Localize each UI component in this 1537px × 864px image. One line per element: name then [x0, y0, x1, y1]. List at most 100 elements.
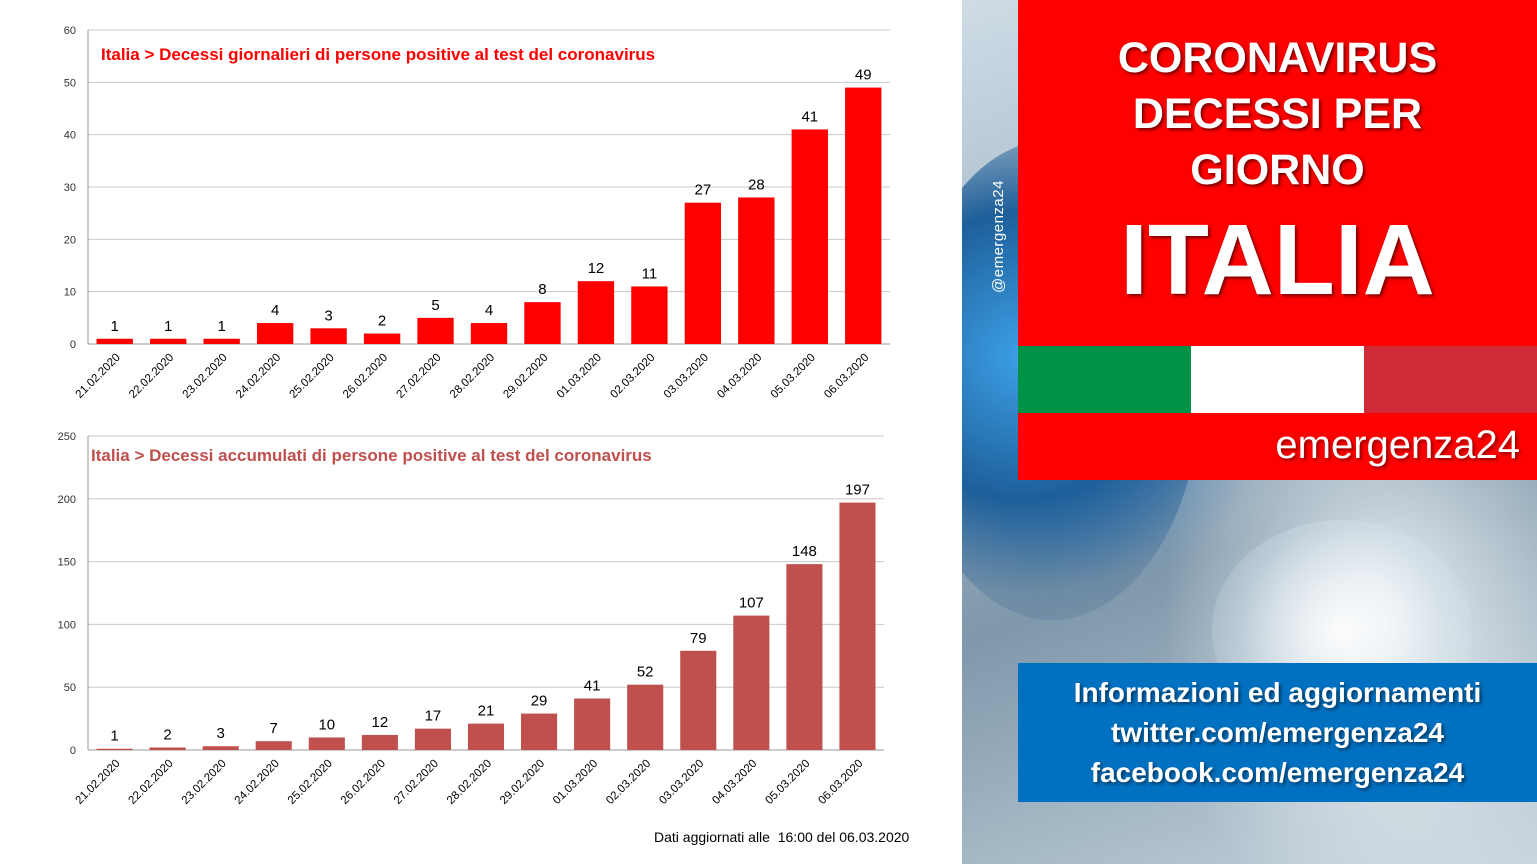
data-label: 107: [739, 595, 764, 612]
y-tick-label: 200: [58, 494, 76, 506]
y-tick-label: 100: [58, 619, 76, 631]
bar: [524, 302, 561, 344]
chart-title: Italia > Decessi giornalieri di persone …: [101, 45, 655, 64]
data-label: 49: [855, 67, 872, 84]
bar: [845, 87, 882, 345]
y-tick-label: 30: [64, 182, 76, 194]
data-label: 21: [478, 703, 495, 720]
data-label: 5: [431, 297, 439, 314]
x-tick-label: 27.02.2020: [392, 758, 441, 807]
bar: [733, 615, 770, 750]
bar: [414, 728, 451, 750]
data-label: 3: [216, 725, 224, 742]
data-label: 41: [584, 678, 601, 695]
data-label: 8: [538, 281, 546, 298]
y-tick-label: 50: [64, 77, 76, 89]
bar: [574, 698, 611, 750]
bar: [256, 323, 294, 344]
bar: [627, 684, 664, 750]
data-label: 12: [588, 260, 605, 277]
bar: [738, 197, 775, 344]
brand-name: emergenza24: [1275, 423, 1520, 467]
twitter-handle: @emergenza24: [990, 180, 1007, 293]
x-tick-label: 06.03.2020: [816, 758, 865, 807]
charts-area: Italia > Decessi giornalieri di persone …: [57, 25, 910, 845]
data-label: 1: [164, 318, 172, 335]
y-tick-label: 150: [58, 557, 76, 569]
x-tick-label: 21.02.2020: [73, 758, 122, 807]
data-label: 28: [748, 176, 765, 193]
x-tick-label: 23.02.2020: [180, 758, 229, 807]
data-label: 1: [110, 728, 118, 745]
headline-panel: CORONAVIRUS DECESSI PER GIORNO ITALIA: [1018, 0, 1537, 346]
flag-red-stripe: [1364, 346, 1537, 413]
headline-line-1: CORONAVIRUS: [1117, 34, 1438, 82]
x-tick-label: 29.02.2020: [498, 758, 547, 807]
bar: [680, 650, 717, 750]
chart-title: Italia > Decessi accumulati di persone p…: [91, 446, 652, 465]
bar: [467, 723, 505, 750]
bar: [361, 734, 398, 750]
headline-line-3: GIORNO: [1190, 146, 1365, 194]
bar: [96, 338, 133, 344]
info-line-1: Informazioni ed aggiornamenti: [1073, 677, 1482, 708]
data-label: 7: [270, 720, 278, 737]
y-tick-label: 0: [70, 339, 76, 351]
bar: [684, 202, 722, 344]
data-label: 52: [637, 664, 654, 681]
bar: [255, 741, 292, 750]
x-tick-label: 22.02.2020: [127, 758, 176, 807]
data-label: 4: [485, 302, 493, 319]
data-label: 12: [372, 714, 389, 731]
bar: [310, 328, 347, 344]
cumulative-deaths-chart: Italia > Decessi accumulati di persone p…: [58, 431, 884, 807]
bar: [308, 737, 345, 750]
x-tick-label: 25.02.2020: [286, 758, 335, 807]
y-tick-label: 10: [64, 287, 76, 299]
headline-line-2: DECESSI PER: [1132, 90, 1423, 138]
x-tick-label: 02.03.2020: [604, 758, 653, 807]
x-tick-label: 26.02.2020: [339, 758, 388, 807]
footnote: Dati aggiornati alle 16:00 del 06.03.202…: [654, 829, 910, 845]
y-tick-label: 0: [70, 745, 76, 757]
data-label: 41: [801, 108, 818, 125]
bar: [791, 129, 828, 344]
x-tick-label: 24.02.2020: [233, 758, 282, 807]
data-label: 1: [217, 318, 225, 335]
data-label: 2: [163, 726, 171, 743]
data-label: 1: [111, 318, 119, 335]
bar: [363, 333, 401, 344]
y-tick-label: 50: [64, 682, 76, 694]
bar: [786, 564, 823, 750]
headline-country: ITALIA: [1120, 204, 1435, 316]
data-label: 148: [792, 543, 817, 560]
italian-flag: [1018, 346, 1537, 413]
y-tick-label: 20: [64, 234, 76, 246]
brand-bar: emergenza24: [1018, 413, 1537, 480]
data-label: 11: [642, 265, 658, 282]
bar: [203, 338, 240, 344]
bar: [470, 323, 508, 344]
x-tick-label: 01.03.2020: [551, 758, 600, 807]
data-label: 197: [845, 482, 870, 499]
flag-white-stripe: [1191, 346, 1364, 413]
x-tick-label: 03.03.2020: [657, 758, 706, 807]
data-label: 17: [425, 708, 442, 725]
twitter-link[interactable]: twitter.com/emergenza24: [1110, 717, 1445, 748]
y-tick-label: 60: [64, 25, 76, 37]
data-label: 2: [378, 313, 386, 330]
bar: [631, 286, 668, 344]
data-label: 79: [690, 630, 707, 647]
bar: [96, 748, 133, 750]
flag-green-stripe: [1018, 346, 1191, 413]
data-label: 3: [324, 307, 332, 324]
data-label: 27: [695, 182, 712, 199]
data-label: 29: [531, 693, 548, 710]
bar: [839, 502, 876, 750]
facebook-link[interactable]: facebook.com/emergenza24: [1090, 757, 1465, 788]
bar: [417, 317, 454, 344]
bar: [202, 746, 239, 750]
x-tick-label: 05.03.2020: [763, 758, 812, 807]
bar: [577, 281, 615, 344]
y-tick-label: 40: [64, 130, 76, 142]
